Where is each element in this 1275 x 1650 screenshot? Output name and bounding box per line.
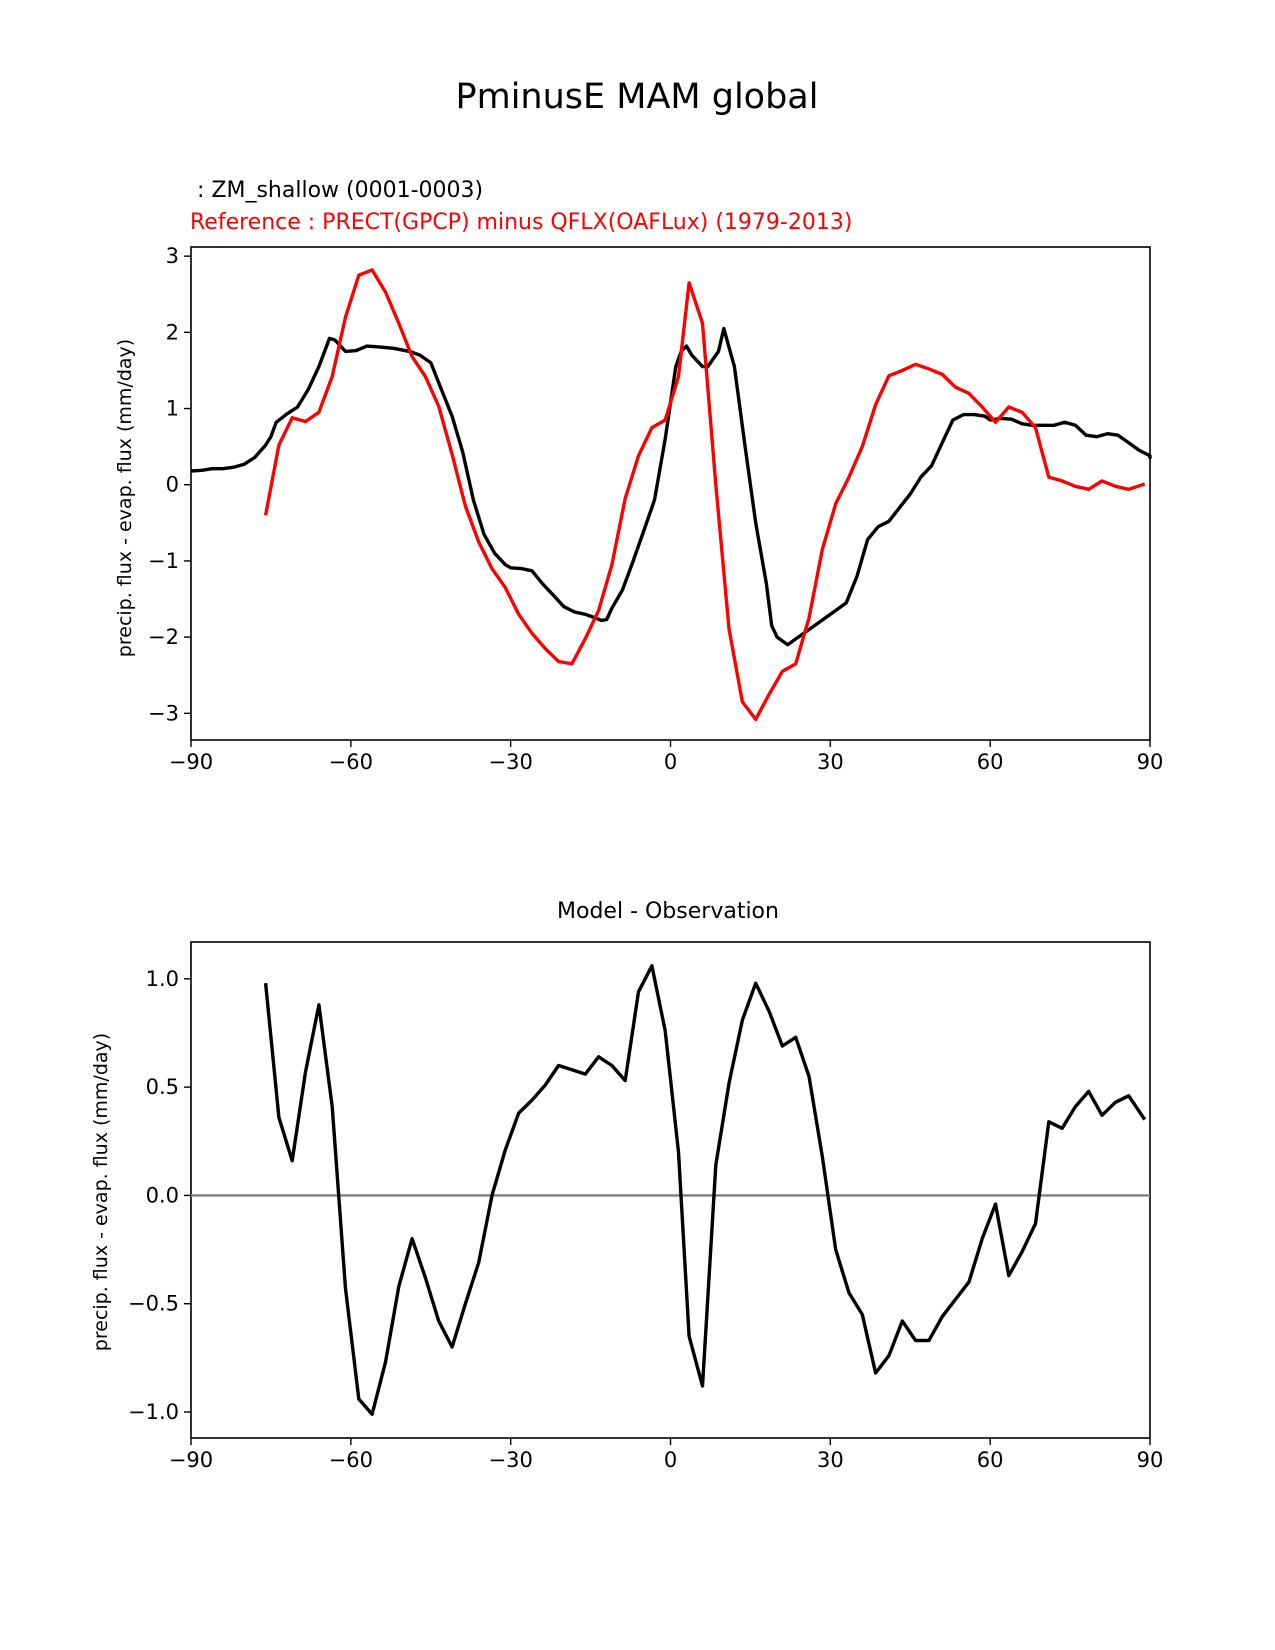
figure-suptitle: PminusE MAM global xyxy=(456,77,819,117)
test-label: : ZM_shallow (0001-0003) xyxy=(190,178,483,203)
x-tick-label: −90 xyxy=(169,750,213,774)
y-tick-label: 2 xyxy=(166,320,179,344)
y-tick-label: 3 xyxy=(166,244,179,268)
x-tick-label: 30 xyxy=(817,1448,844,1472)
x-tick-label: −30 xyxy=(489,1448,533,1472)
y-tick-label: 0.5 xyxy=(146,1075,179,1099)
reference-label: Reference : PRECT(GPCP) minus QFLX(OAFLu… xyxy=(190,210,852,235)
x-tick-label: −90 xyxy=(169,1448,213,1472)
x-tick-label: −60 xyxy=(329,1448,373,1472)
bottom-panel-title: Model - Observation xyxy=(557,899,779,924)
axes-frame xyxy=(190,941,1151,1439)
axes-frame xyxy=(190,246,1151,741)
difference-series-line xyxy=(263,964,1147,1416)
y-tick-label: −2 xyxy=(148,625,179,649)
y-tick-label: −1.0 xyxy=(128,1400,179,1424)
x-tick-label: 0 xyxy=(664,750,677,774)
x-tick-label: 90 xyxy=(1137,1448,1164,1472)
bottom-panel: Model - Observation precip. flux - evap.… xyxy=(90,899,1163,1472)
y-tick-label: −1 xyxy=(148,549,179,573)
reference-series-line xyxy=(263,268,1146,722)
x-tick-label: −60 xyxy=(329,750,373,774)
top-y-axis-label: precip. flux - evap. flux (mm/day) xyxy=(114,339,136,657)
x-tick-label: 60 xyxy=(977,1448,1004,1472)
y-tick-label: 0.0 xyxy=(146,1183,179,1207)
y-tick-label: −0.5 xyxy=(128,1292,179,1316)
y-tick-label: 1 xyxy=(166,397,179,421)
bottom-y-axis-label: precip. flux - evap. flux (mm/day) xyxy=(90,1033,112,1351)
y-tick-label: 0 xyxy=(166,473,179,497)
x-tick-label: 30 xyxy=(817,750,844,774)
x-tick-label: 90 xyxy=(1137,750,1164,774)
top-panel: : ZM_shallow (0001-0003) Reference : PRE… xyxy=(114,178,1163,774)
x-tick-label: 60 xyxy=(977,750,1004,774)
y-tick-label: 1.0 xyxy=(146,967,179,991)
x-tick-label: −30 xyxy=(489,750,533,774)
x-tick-label: 0 xyxy=(664,1448,677,1472)
test-series-line xyxy=(190,326,1152,647)
y-tick-label: −3 xyxy=(148,701,179,725)
